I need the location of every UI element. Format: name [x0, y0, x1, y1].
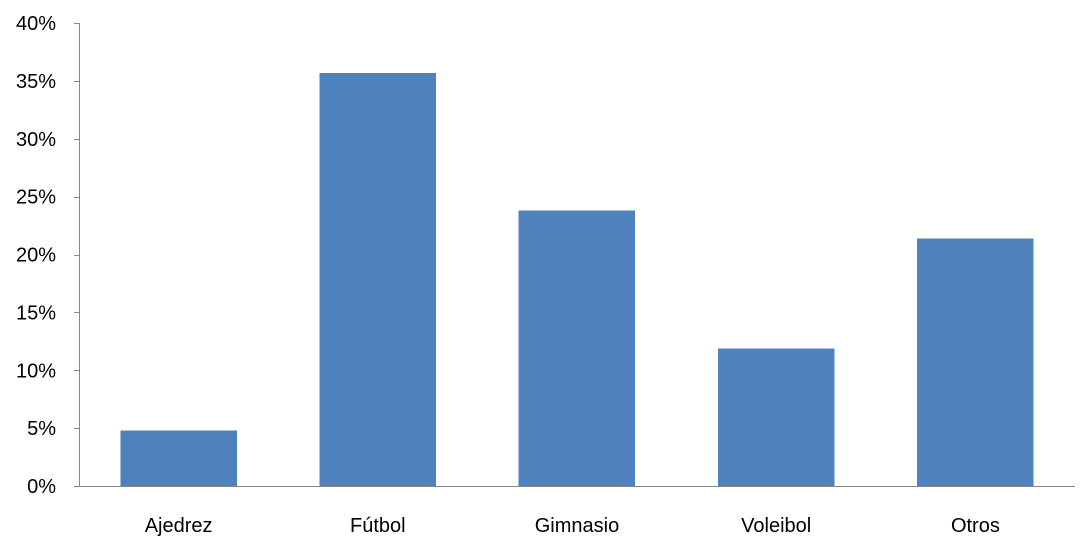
- y-tick-label: 35%: [16, 71, 56, 93]
- bar-otros: [917, 238, 1034, 486]
- x-axis-ticks: Ajedrez Fútbol Gimnasio Voleibol Otros: [145, 515, 1000, 537]
- bar-voleibol: [717, 348, 835, 486]
- bar-fútbol: [319, 72, 436, 487]
- y-axis-ticks: 0% 5% 10% 15% 20% 25% 30% 35% 40%: [16, 13, 79, 498]
- y-tick-label: 20%: [16, 245, 56, 267]
- x-tick-label: Fútbol: [350, 515, 406, 537]
- bar-ajedrez: [120, 430, 237, 486]
- x-tick-label: Ajedrez: [145, 515, 213, 537]
- y-tick-label: 0%: [27, 476, 56, 498]
- bar-gimnasio: [518, 210, 636, 486]
- y-tick-label: 40%: [16, 13, 56, 35]
- bars: [120, 72, 1034, 487]
- y-tick-label: 30%: [16, 129, 56, 151]
- y-tick-label: 15%: [16, 302, 56, 324]
- y-tick-label: 10%: [16, 360, 56, 382]
- x-tick-label: Otros: [951, 515, 1000, 537]
- x-tick-label: Voleibol: [741, 515, 811, 537]
- y-tick-label: 5%: [27, 418, 56, 440]
- x-tick-label: Gimnasio: [535, 515, 619, 537]
- y-tick-label: 25%: [16, 187, 56, 209]
